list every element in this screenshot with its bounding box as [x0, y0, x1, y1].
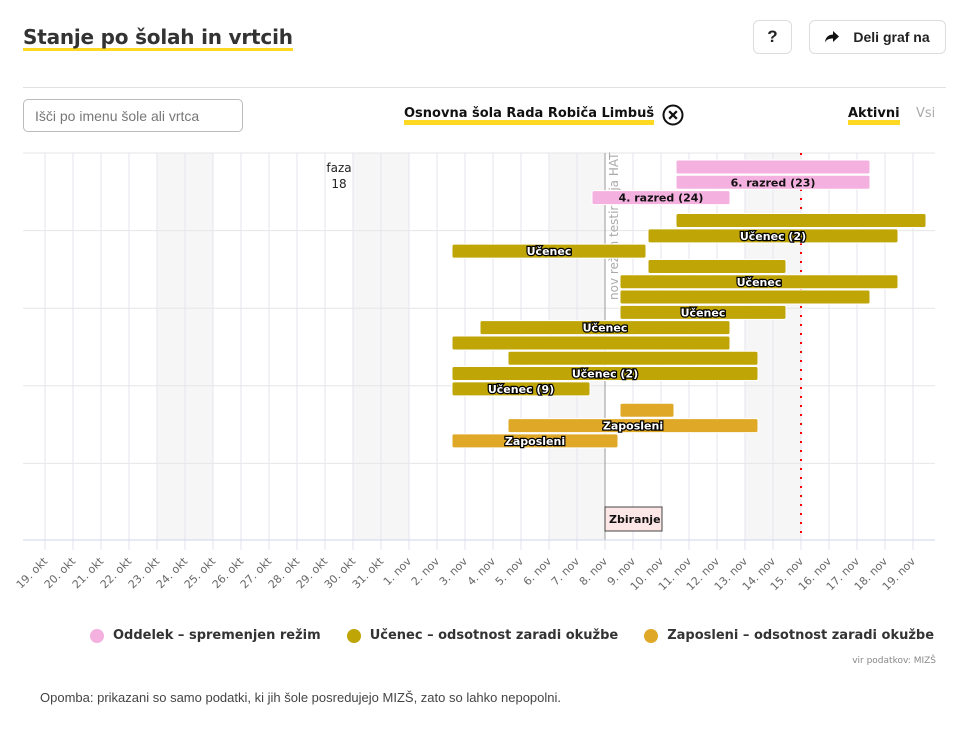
tab-vsi[interactable]: Vsi: [916, 106, 936, 121]
bar-ucenec: [451, 381, 591, 397]
bar-oddelek: [591, 190, 731, 206]
share-button[interactable]: Deli graf na: [809, 20, 946, 54]
tab-aktivni[interactable]: Aktivni: [848, 106, 900, 125]
page-title-text: Stanje po šolah in vrtcih: [23, 25, 293, 51]
bar-label: Zaposleni: [603, 420, 663, 433]
bar-label: Učenec (2): [572, 368, 638, 381]
bar-ucenec: [451, 335, 731, 351]
bar-label: Zaposleni: [505, 435, 565, 448]
bar-ucenec: [451, 243, 647, 259]
bar-label: Učenec: [583, 322, 628, 335]
bar-oddelek: [675, 174, 871, 190]
bar-zaposleni: [507, 418, 759, 434]
weekend-band: [745, 153, 773, 540]
footnote: Opomba: prikazani so samo podatki, ki ji…: [40, 690, 562, 705]
bar-label: Učenec: [681, 306, 726, 319]
legend: Oddelek – spremenjen režim Učenec – odso…: [90, 628, 934, 643]
weekend-band: [353, 153, 381, 540]
bar-oddelek: [675, 159, 871, 175]
legend-item-oddelek[interactable]: Oddelek – spremenjen režim: [90, 628, 321, 643]
phase-annotation-value: 18: [331, 177, 346, 191]
weekend-band: [381, 153, 409, 540]
legend-item-ucenec[interactable]: Učenec – odsotnost zaradi okužbe: [346, 628, 619, 643]
phase-label: Zbiranje: [609, 513, 661, 526]
x-tick-label: 2. nov: [409, 555, 443, 589]
bar-zaposleni: [619, 402, 675, 418]
weekend-band: [773, 153, 801, 540]
legend-dot-ucenec: [346, 628, 361, 643]
bar-label: Učenec (2): [740, 230, 806, 243]
legend-label: Zaposleni – odsotnost zaradi okužbe: [667, 628, 935, 643]
help-button[interactable]: ?: [753, 20, 792, 54]
legend-dot-zaposleni: [644, 628, 659, 643]
weekend-band: [157, 153, 185, 540]
bar-label: Učenec: [527, 245, 572, 258]
bar-ucenec: [675, 213, 927, 229]
bar-label: Učenec (9): [488, 383, 554, 396]
bar-ucenec: [507, 350, 759, 366]
bar-label: Učenec: [737, 276, 782, 289]
bar-ucenec: [619, 274, 899, 290]
bar-ucenec: [619, 304, 787, 320]
legend-dot-oddelek: [90, 628, 104, 643]
header-divider: [23, 87, 946, 88]
page-title: Stanje po šolah in vrtcih: [23, 24, 293, 51]
x-tick-label: 5. nov: [493, 555, 527, 589]
bar-ucenec: [451, 366, 759, 382]
bar-ucenec: [479, 320, 731, 336]
x-tick-label: 6. nov: [521, 555, 555, 589]
weekend-band: [185, 153, 213, 540]
x-tick-label: 31. okt: [350, 554, 387, 591]
close-circle-icon[interactable]: [662, 104, 684, 126]
bar-zaposleni: [451, 433, 619, 449]
data-source: vir podatkov: MIZŠ: [852, 656, 936, 666]
bar-label: 4. razred (24): [619, 192, 704, 205]
selected-school: Osnovna šola Rada Robiča Limbuš: [404, 106, 655, 125]
bar-ucenec: [647, 258, 787, 274]
gantt-chart: nov režim testiranja HAT Zbiranje faza 18 6…: [14, 152, 935, 593]
phase-vertical-label: nov režim testiranja HAT: [607, 152, 621, 300]
bars: 6. razred (23) 4. razred (24) Učenec (2) Uč…: [451, 159, 927, 449]
phase-label-box: [604, 506, 663, 532]
selected-school-label: Osnovna šola Rada Robiča Limbuš: [404, 106, 655, 125]
x-tick-label: 7. nov: [549, 555, 583, 589]
search-input[interactable]: [23, 99, 243, 132]
x-tick-label: 4. nov: [465, 555, 499, 589]
x-tick-label: 1. nov: [381, 555, 415, 589]
x-tick-label: 8. nov: [577, 555, 611, 589]
legend-label: Učenec – odsotnost zaradi okužbe: [369, 628, 619, 643]
bar-ucenec: [647, 228, 899, 244]
legend-label: Oddelek – spremenjen režim: [113, 628, 321, 643]
bar-label: 6. razred (23): [731, 176, 816, 189]
legend-item-zaposleni[interactable]: Zaposleni – odsotnost zaradi okužbe: [644, 628, 934, 643]
share-button-label: Deli graf na: [853, 29, 930, 45]
bar-ucenec: [619, 289, 871, 305]
phase-annotation-label: faza: [326, 161, 351, 175]
x-tick-label: 3. nov: [437, 555, 471, 589]
share-arrow-icon: [825, 31, 840, 43]
